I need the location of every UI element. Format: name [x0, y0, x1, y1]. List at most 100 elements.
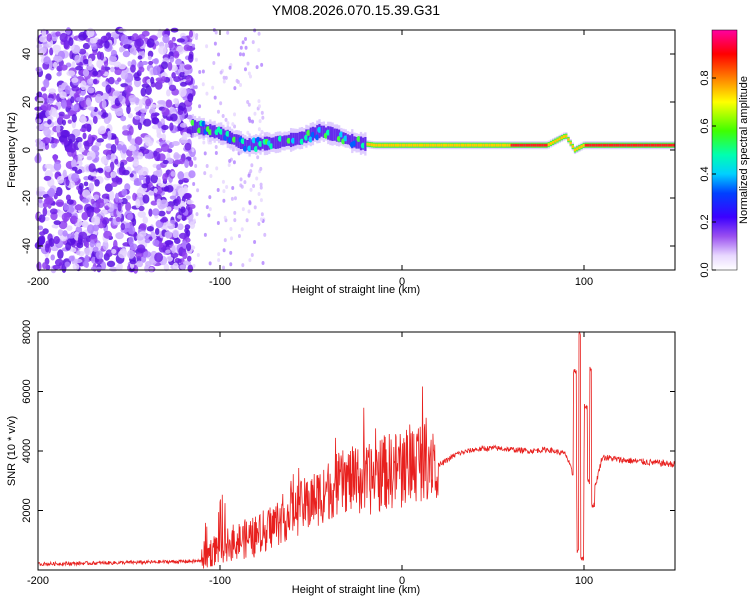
ridge-core	[399, 143, 402, 147]
noise-speckle	[152, 208, 160, 216]
noise-speckle	[129, 259, 137, 265]
sparse-speckle	[217, 252, 221, 257]
noise-speckle	[105, 249, 113, 257]
noise-speckle	[101, 112, 109, 118]
ridge-core	[530, 143, 533, 147]
noise-speckle	[159, 199, 169, 208]
ridge-core	[477, 143, 481, 147]
noise-speckle	[161, 124, 169, 131]
ridge-core	[423, 143, 426, 147]
noise-speckle	[93, 206, 100, 214]
sparse-speckle	[208, 195, 212, 200]
noise-speckle	[96, 51, 102, 60]
noise-speckle	[101, 99, 107, 109]
noise-speckle	[101, 209, 108, 215]
noise-speckle	[95, 250, 104, 260]
ridge-core	[534, 143, 537, 147]
sparse-speckle	[227, 162, 231, 167]
noise-speckle	[83, 123, 90, 129]
sparse-speckle	[232, 160, 236, 165]
ridge-band	[294, 132, 297, 146]
noise-speckle	[71, 159, 77, 167]
noise-speckle	[74, 204, 83, 211]
sparse-speckle	[257, 127, 261, 132]
noise-speckle	[87, 133, 93, 144]
sparse-speckle	[247, 102, 251, 107]
noise-speckle	[157, 99, 166, 105]
ridge-core	[645, 143, 649, 147]
noise-speckle	[142, 118, 152, 127]
ridge-band	[298, 131, 301, 145]
sparse-speckle	[231, 122, 235, 127]
noise-speckle	[43, 127, 51, 137]
noise-speckle	[136, 188, 144, 198]
sparse-speckle	[229, 262, 233, 267]
noise-speckle	[184, 64, 192, 70]
ridge-blob	[227, 136, 233, 143]
noise-speckle	[145, 139, 154, 147]
noise-speckle	[110, 152, 117, 162]
noise-speckle	[66, 199, 74, 205]
ridge-core	[556, 138, 559, 142]
noise-speckle	[84, 254, 89, 264]
sparse-speckle	[259, 198, 263, 203]
noise-speckle	[115, 177, 123, 185]
noise-speckle	[38, 35, 48, 43]
ridge-core	[654, 143, 657, 147]
noise-speckle	[135, 115, 141, 120]
ridge-core	[447, 143, 450, 147]
noise-speckle	[118, 46, 124, 53]
sparse-speckle	[260, 130, 264, 135]
sparse-speckle	[214, 145, 218, 150]
noise-speckle	[70, 215, 78, 225]
noise-speckle	[87, 87, 95, 94]
spectrogram-y-ticks: -40 -20 0 20 40	[21, 48, 675, 254]
noise-speckle	[161, 76, 167, 82]
sparse-speckle	[257, 192, 261, 197]
sparse-speckle	[196, 253, 200, 258]
noise-speckle	[94, 93, 103, 104]
noise-speckle	[110, 66, 115, 73]
ridge-core	[451, 143, 454, 147]
ridge-blob	[253, 146, 259, 153]
noise-speckle	[86, 156, 93, 161]
snr-y-tick-label: 4000	[21, 439, 33, 463]
noise-speckle	[180, 81, 187, 87]
noise-speckle	[51, 224, 59, 229]
noise-speckle	[42, 43, 47, 54]
ridge-core	[637, 143, 640, 147]
noise-speckle	[98, 198, 104, 203]
sparse-speckle	[201, 69, 205, 74]
ridge-band	[281, 136, 284, 147]
noise-speckle	[49, 47, 54, 56]
noise-speckle	[160, 143, 170, 153]
spectrogram-y-tick-label: -40	[21, 238, 33, 254]
noise-speckle	[134, 76, 141, 82]
sparse-speckle	[203, 171, 207, 176]
sparse-speckle	[251, 40, 255, 45]
noise-speckle	[66, 204, 75, 214]
ridge-blob	[251, 137, 257, 144]
ridge-blob	[356, 135, 361, 142]
ridge-blob	[258, 140, 263, 147]
noise-speckle	[121, 144, 127, 154]
noise-speckle	[189, 221, 196, 230]
noise-speckle	[96, 138, 105, 143]
noise-speckle	[139, 231, 147, 237]
sparse-speckle	[253, 205, 257, 210]
noise-speckle	[161, 133, 167, 141]
noise-speckle	[109, 190, 115, 201]
ridge-core	[506, 143, 509, 147]
ridge-core	[429, 143, 433, 147]
ridge-core	[669, 143, 673, 147]
ridge-core	[582, 143, 585, 147]
ridge-band	[283, 135, 286, 147]
noise-speckle	[67, 133, 76, 144]
noise-speckle	[40, 86, 47, 92]
noise-speckle	[36, 96, 45, 106]
ridge-core	[641, 143, 644, 147]
sparse-speckle	[201, 82, 205, 87]
ridge-blob	[343, 135, 348, 142]
noise-speckle	[68, 37, 74, 47]
noise-speckle	[63, 138, 69, 146]
